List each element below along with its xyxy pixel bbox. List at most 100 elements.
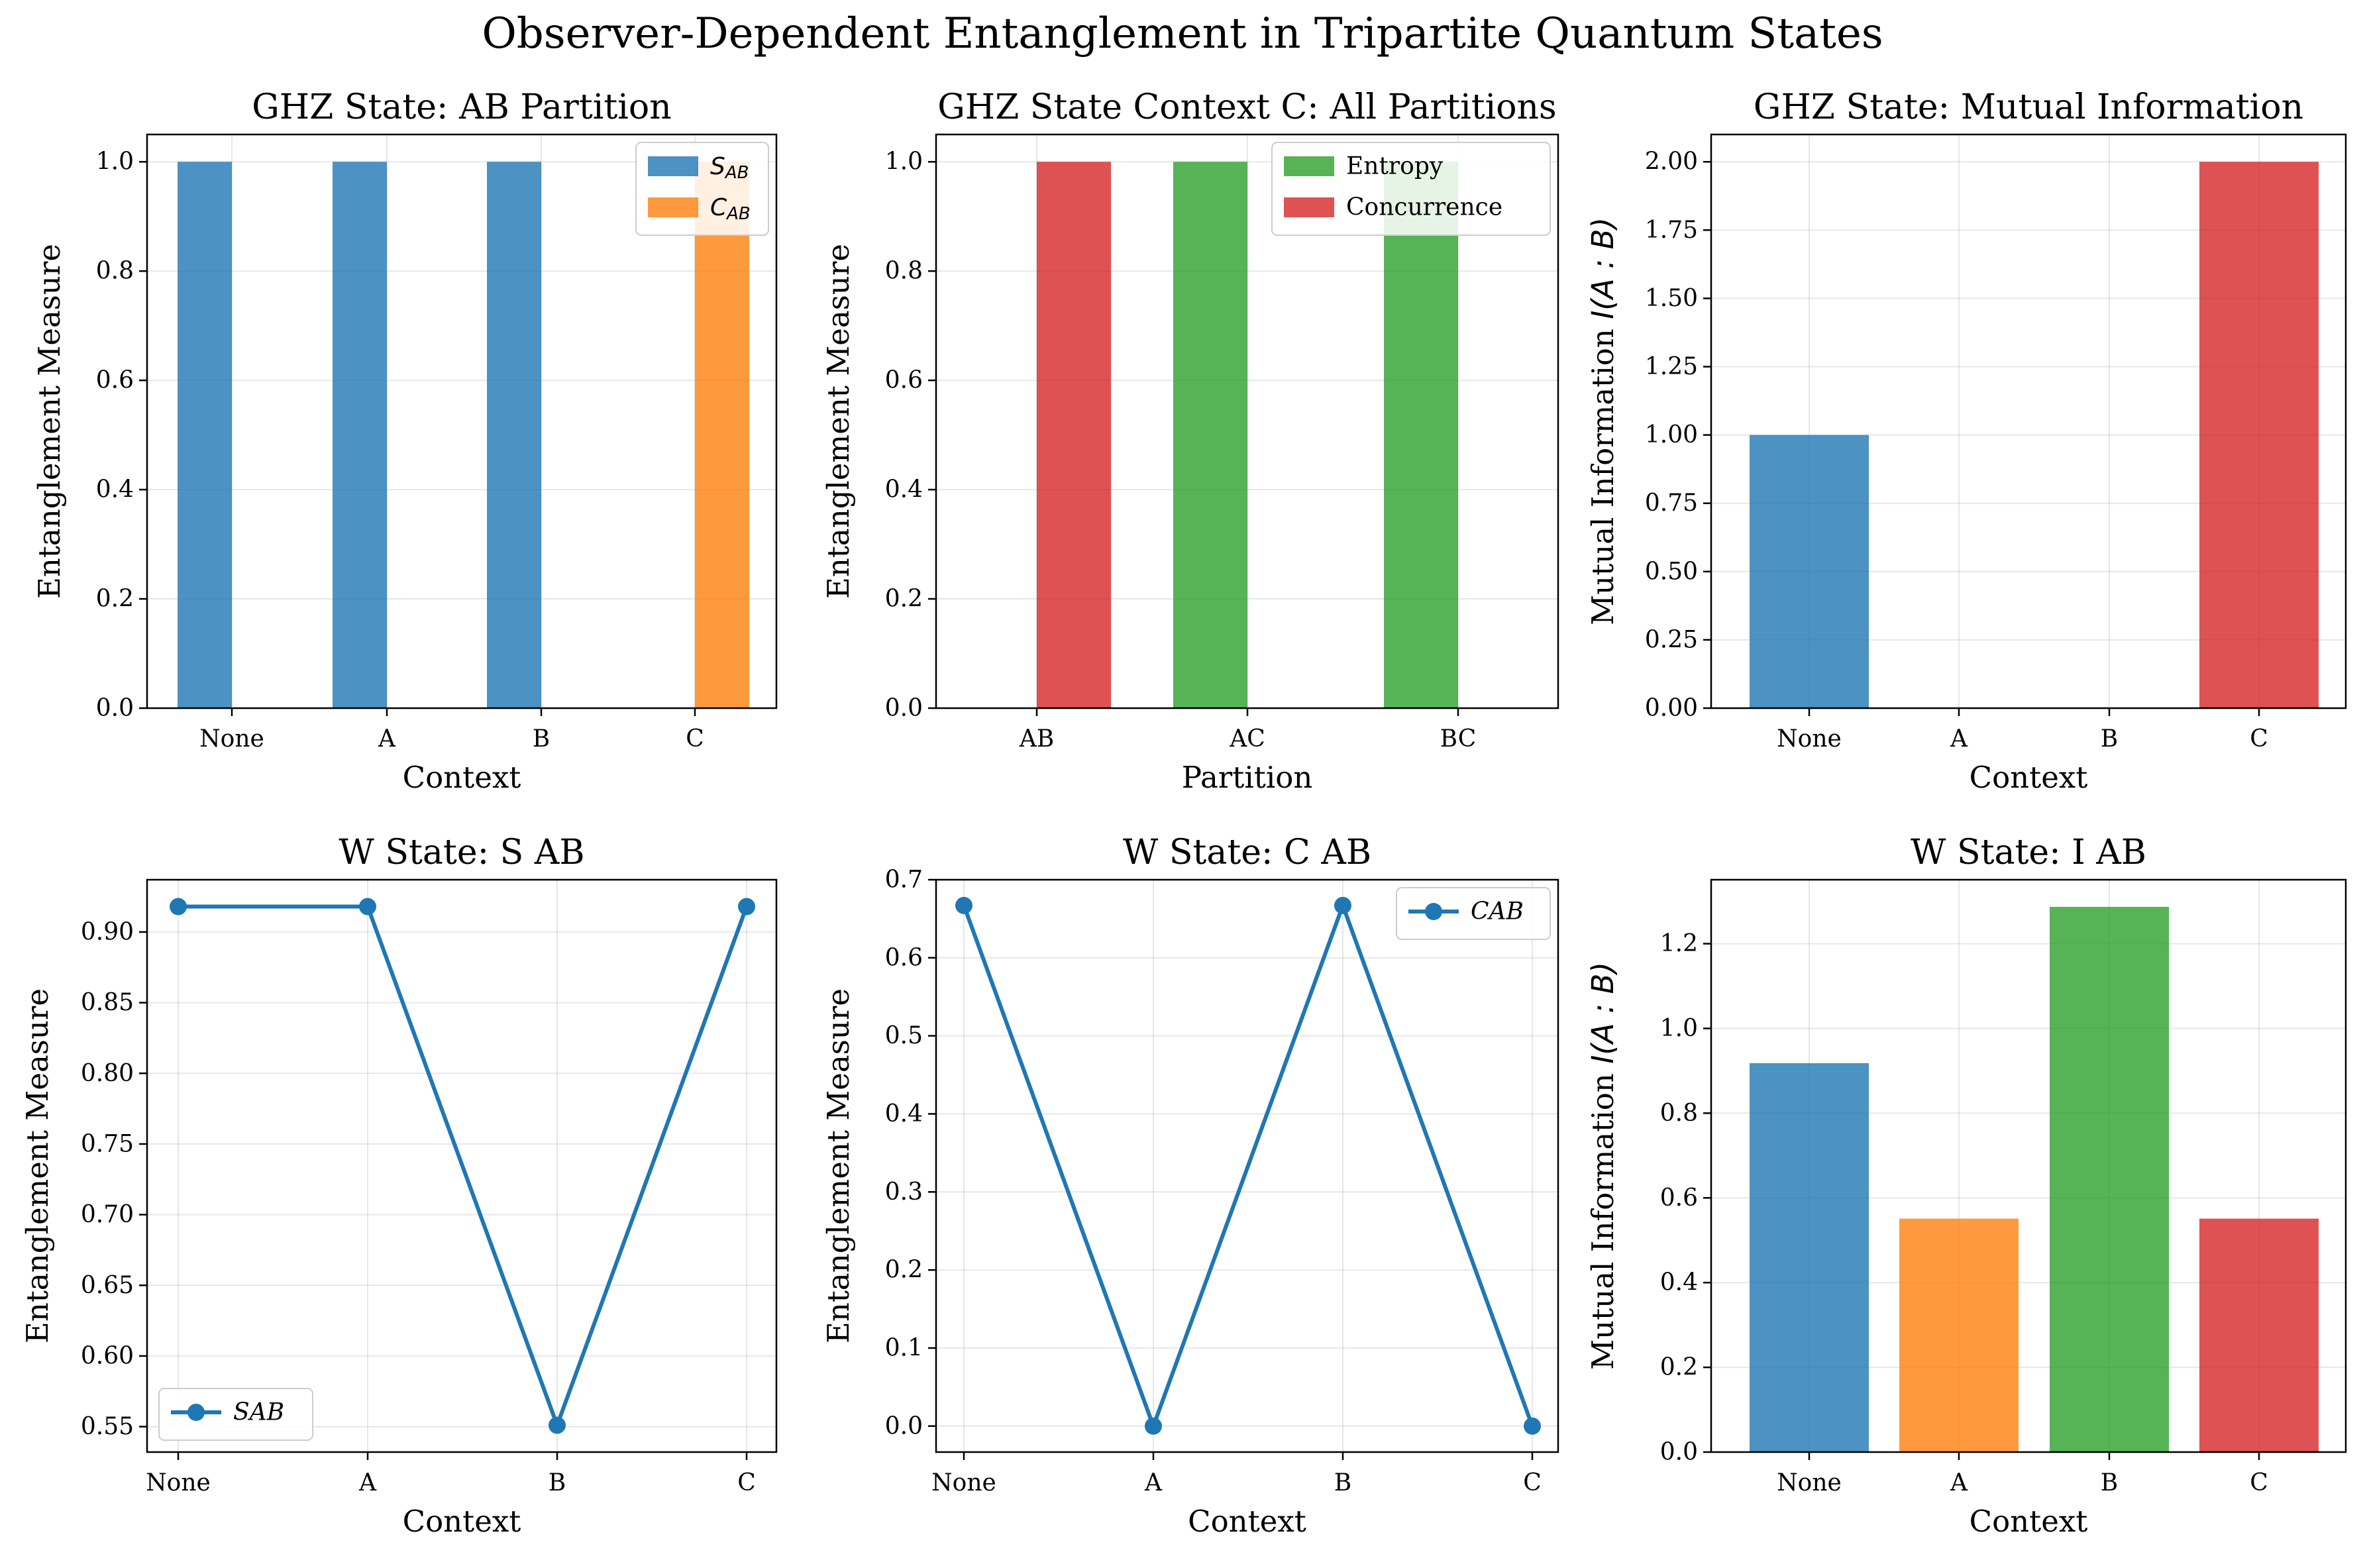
x-axis-label: Context [1970,1504,2088,1539]
panel-w-iab: 0.0 0.2 0.4 0.6 0.8 1.0 1.2 None A B C W State: I A… [1585,833,2347,1539]
y-tick-label: 0.4 [885,1100,923,1127]
x-ticks: None A B C [931,1452,1542,1496]
x-tick-label: A [358,1469,377,1496]
point-CAB-A [1145,1417,1162,1435]
legend-swatch [1284,197,1334,217]
bar-C [2199,1218,2319,1452]
y-axis-label: Entanglement Measure [821,988,856,1343]
legend-swatch [648,156,698,176]
bar-C_AB-C [695,162,749,708]
y-axis-label: Entanglement Measure [32,244,67,599]
x-tick-label: C [2250,1469,2268,1496]
y-tick-label: 0.75 [1645,490,1698,517]
panel-title: GHZ State: AB Partition [252,87,671,127]
legend: SAB CAB [635,142,769,236]
legend-marker [1425,903,1442,920]
x-tick-label: AB [1019,725,1054,753]
y-tick-label: 0.2 [1660,1354,1698,1381]
y-tick-label: 0.6 [1660,1184,1698,1212]
legend-label: Concurrence [1346,194,1502,221]
x-tick-label: None [1777,725,1842,753]
point-CAB-C [1524,1417,1541,1435]
y-ticks: 0.55 0.60 0.65 0.70 0.75 0.80 0.85 0.90 [81,918,147,1440]
bars [1037,162,1458,708]
legend: Entropy Concurrence [1271,142,1551,236]
panel-ghz-c: 0.0 0.2 0.4 0.6 0.8 1.0 AB AC BC GHZ State Contex… [821,87,1559,795]
legend-marker [187,1404,205,1421]
x-tick-label: None [931,1469,996,1496]
y-tick-label: 0.6 [885,944,923,971]
y-tick-label: 0.25 [1645,626,1698,653]
point-CAB-None [955,896,972,914]
panel-title: W State: C AB [1123,833,1371,872]
legend: SAB [158,1388,313,1441]
y-tick-label: 2.00 [1645,148,1698,176]
x-ticks: AB AC BC [1019,708,1476,753]
x-axis-label: Context [403,1504,521,1539]
y-axis-label: Mutual Information I(A : B) [1585,217,1620,625]
x-tick-label: A [1144,1469,1163,1496]
x-tick-label: B [2101,1469,2118,1496]
x-ticks: None A B C [199,708,704,753]
y-tick-label: 1.00 [1645,421,1698,448]
y-tick-label: 0.0 [96,695,134,722]
legend-label: CAB [1471,898,1524,925]
y-tick-label: 0.0 [1660,1439,1698,1466]
line-series [955,896,1541,1435]
x-tick-label: B [1334,1469,1351,1496]
x-tick-label: B [549,1469,566,1496]
x-tick-label: A [378,725,396,753]
bar-Concurrence-AB [1037,162,1111,708]
x-tick-label: C [2250,725,2268,753]
y-tick-label: 0.6 [96,367,134,394]
bar-C [2199,162,2319,708]
y-tick-label: 1.75 [1645,217,1698,244]
y-tick-label: 0.50 [1645,558,1698,585]
axes-frame [1710,878,2347,1453]
x-tick-label: A [1950,1469,1968,1496]
bar-Entropy-BC [1384,162,1458,708]
panel-title: GHZ State: Mutual Information [1754,87,2303,127]
axes-frame [1710,133,2347,709]
point-SAB-None [170,898,187,915]
y-tick-label: 0.00 [1645,695,1698,722]
legend-box [1396,887,1551,940]
y-tick-label: 0.8 [96,258,134,285]
panel-w-sab: 0.55 0.60 0.65 0.70 0.75 0.80 0.85 0.90 None A B C W… [20,833,778,1539]
y-ticks: 0.0 0.2 0.4 0.6 0.8 1.0 1.2 [1660,930,1711,1466]
y-ticks: 0.0 0.2 0.4 0.6 0.8 1.0 [96,148,147,722]
y-tick-label: 0.8 [1660,1100,1698,1127]
y-tick-label: 0.80 [81,1060,134,1087]
y-tick-label: 0.2 [96,586,134,613]
panel-title: GHZ State Context C: All Partitions [937,87,1557,127]
bar-S_AB-B [487,162,541,708]
y-tick-label: 0.4 [885,476,923,503]
bar-Entropy-AC [1173,162,1247,708]
y-tick-label: 0.0 [885,695,923,722]
x-axis-label: Context [403,760,521,795]
y-axis-label: Entanglement Measure [20,988,55,1343]
y-tick-label: 0.7 [885,866,923,894]
y-tick-label: 1.50 [1645,285,1698,312]
x-tick-label: C [737,1469,756,1496]
line-series [170,898,755,1434]
y-tick-label: 0.85 [81,989,134,1016]
y-tick-label: 0.75 [81,1130,134,1157]
axes-frame [935,878,1559,1453]
y-tick-label: 0.5 [885,1022,923,1049]
legend-label: SAB [710,153,749,183]
panel-ghz-mi: 0.00 0.25 0.50 0.75 1.00 1.25 1.50 1.75 2.00 None… [1585,87,2347,795]
panel-title: W State: I AB [1911,833,2146,872]
y-tick-label: 0.90 [81,918,134,945]
y-tick-label: 0.4 [1660,1269,1698,1296]
x-ticks: None A B C [1777,1452,2268,1496]
point-SAB-B [549,1416,566,1434]
grid-lines [936,879,1558,1452]
y-tick-label: 0.60 [81,1342,134,1369]
x-axis-label: Context [1188,1504,1306,1539]
y-tick-label: 1.2 [1660,930,1698,957]
bar-None [1750,435,1869,708]
legend-swatch [648,197,698,217]
legend-label: Entropy [1346,153,1444,180]
